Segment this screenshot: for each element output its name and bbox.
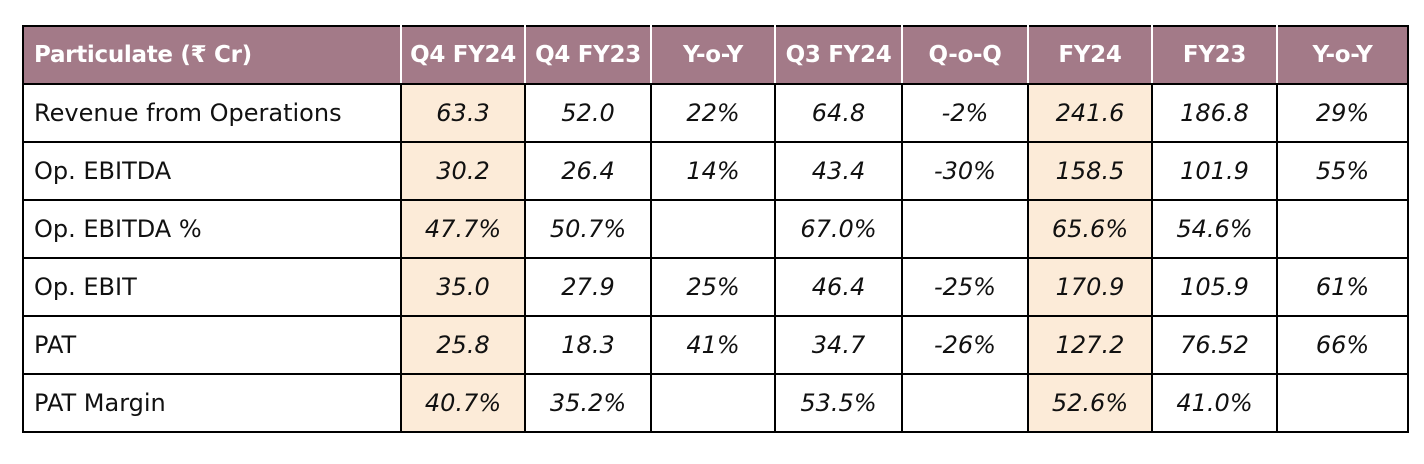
table-cell [901, 373, 1029, 433]
table-cell: 52.0 [524, 83, 652, 143]
table-cell: 34.7 [774, 315, 903, 375]
table-cell: -25% [901, 257, 1029, 317]
table-cell: 46.4 [774, 257, 903, 317]
column-header-yoy-annual: Y-o-Y [1276, 25, 1409, 85]
table-cell: 170.9 [1027, 257, 1153, 317]
table-cell: 158.5 [1027, 141, 1153, 201]
table-cell [901, 199, 1029, 259]
table-cell: 14% [650, 141, 776, 201]
table-cell: -26% [901, 315, 1029, 375]
column-header-qoq: Q-o-Q [901, 25, 1029, 85]
table-cell: -2% [901, 83, 1029, 143]
table-cell: 241.6 [1027, 83, 1153, 143]
table-row: Op. EBITDA % 47.7% 50.7% 67.0% 65.6% 54.… [22, 199, 1409, 259]
table-cell: 27.9 [524, 257, 652, 317]
table-cell: 50.7% [524, 199, 652, 259]
table-cell: 53.5% [774, 373, 903, 433]
table-row: Op. EBIT 35.0 27.9 25% 46.4 -25% 170.9 1… [22, 257, 1409, 317]
table-cell: -30% [901, 141, 1029, 201]
column-header-fy24: FY24 [1027, 25, 1153, 85]
table-cell: 40.7% [400, 373, 526, 433]
financial-results-table: Particulate (₹ Cr) Q4 FY24 Q4 FY23 Y-o-Y… [22, 25, 1409, 433]
table-cell [1276, 373, 1409, 433]
row-label: Op. EBITDA [22, 141, 402, 201]
table-cell: 18.3 [524, 315, 652, 375]
table-cell: 186.8 [1151, 83, 1278, 143]
table-cell: 76.52 [1151, 315, 1278, 375]
row-label: Op. EBITDA % [22, 199, 402, 259]
column-header-particulate: Particulate (₹ Cr) [22, 25, 402, 85]
table-cell: 55% [1276, 141, 1409, 201]
row-label: Op. EBIT [22, 257, 402, 317]
table-cell: 25.8 [400, 315, 526, 375]
table-cell: 66% [1276, 315, 1409, 375]
table-cell [650, 199, 776, 259]
table-cell: 26.4 [524, 141, 652, 201]
table-cell: 35.2% [524, 373, 652, 433]
table-cell: 41.0% [1151, 373, 1278, 433]
row-label: PAT Margin [22, 373, 402, 433]
table-row: PAT 25.8 18.3 41% 34.7 -26% 127.2 76.52 … [22, 315, 1409, 375]
table-cell: 61% [1276, 257, 1409, 317]
table-cell [1276, 199, 1409, 259]
table-cell: 54.6% [1151, 199, 1278, 259]
table-cell [650, 373, 776, 433]
column-header-yoy-quarter: Y-o-Y [650, 25, 776, 85]
table-cell: 127.2 [1027, 315, 1153, 375]
column-header-fy23: FY23 [1151, 25, 1278, 85]
table-cell: 35.0 [400, 257, 526, 317]
table-cell: 47.7% [400, 199, 526, 259]
table-cell: 22% [650, 83, 776, 143]
table-cell: 64.8 [774, 83, 903, 143]
table-cell: 43.4 [774, 141, 903, 201]
table-cell: 105.9 [1151, 257, 1278, 317]
table-cell: 67.0% [774, 199, 903, 259]
table-cell: 63.3 [400, 83, 526, 143]
table-cell: 29% [1276, 83, 1409, 143]
table-cell: 30.2 [400, 141, 526, 201]
column-header-q3-fy24: Q3 FY24 [774, 25, 903, 85]
column-header-q4-fy23: Q4 FY23 [524, 25, 652, 85]
table-cell: 65.6% [1027, 199, 1153, 259]
table-row: Op. EBITDA 30.2 26.4 14% 43.4 -30% 158.5… [22, 141, 1409, 201]
column-header-q4-fy24: Q4 FY24 [400, 25, 526, 85]
table-row: Revenue from Operations 63.3 52.0 22% 64… [22, 83, 1409, 143]
row-label: Revenue from Operations [22, 83, 402, 143]
table-cell: 101.9 [1151, 141, 1278, 201]
row-label: PAT [22, 315, 402, 375]
table-cell: 41% [650, 315, 776, 375]
table-cell: 52.6% [1027, 373, 1153, 433]
header-row: Particulate (₹ Cr) Q4 FY24 Q4 FY23 Y-o-Y… [22, 25, 1409, 85]
table-row: PAT Margin 40.7% 35.2% 53.5% 52.6% 41.0% [22, 373, 1409, 433]
table-cell: 25% [650, 257, 776, 317]
